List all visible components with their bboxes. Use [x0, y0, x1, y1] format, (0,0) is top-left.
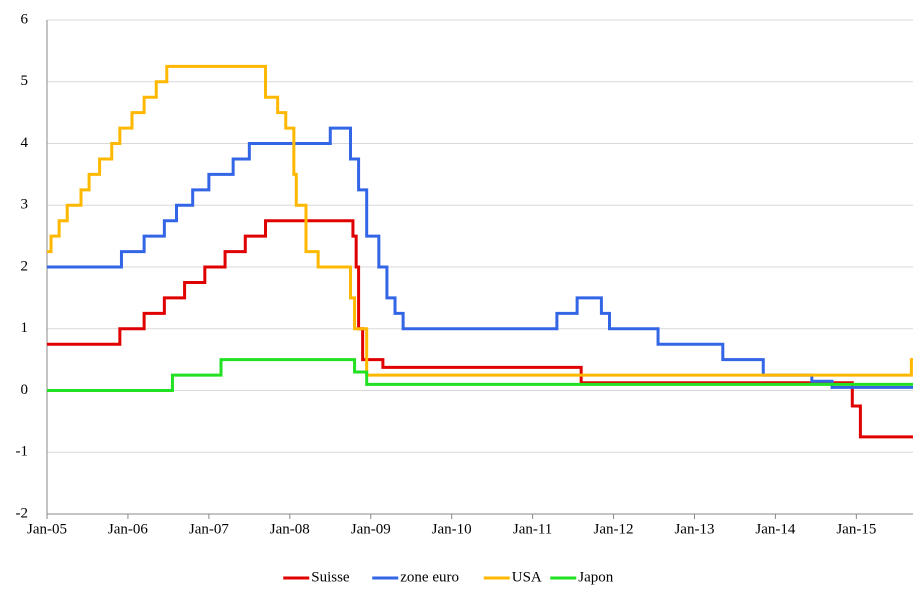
legend-label: Suisse	[311, 569, 350, 585]
y-tick-label: 1	[21, 320, 29, 336]
series-line	[47, 358, 913, 392]
y-tick-label: -2	[16, 505, 29, 521]
y-tick-label: -1	[16, 444, 29, 460]
legend-label: USA	[512, 569, 542, 585]
y-tick-label: 5	[21, 73, 29, 89]
legend-label: zone euro	[400, 569, 459, 585]
x-tick-label: Jan-13	[674, 521, 714, 537]
x-tick-label: Jan-15	[836, 521, 876, 537]
x-tick-label: Jan-05	[27, 521, 67, 537]
y-tick-label: 3	[21, 197, 29, 213]
x-tick-label: Jan-12	[594, 521, 634, 537]
x-tick-label: Jan-10	[432, 521, 472, 537]
y-tick-label: 6	[21, 11, 29, 27]
y-tick-label: 2	[21, 258, 29, 274]
series-line	[47, 64, 913, 377]
x-tick-label: Jan-14	[755, 521, 795, 537]
x-tick-label: Jan-08	[270, 521, 310, 537]
legend-label: Japon	[578, 569, 613, 585]
y-tick-label: 0	[21, 382, 29, 398]
y-tick-label: 4	[21, 135, 29, 151]
series-line	[47, 126, 913, 389]
x-tick-label: Jan-09	[351, 521, 391, 537]
x-tick-label: Jan-07	[189, 521, 229, 537]
x-tick-label: Jan-06	[108, 521, 148, 537]
x-tick-label: Jan-11	[513, 521, 552, 537]
